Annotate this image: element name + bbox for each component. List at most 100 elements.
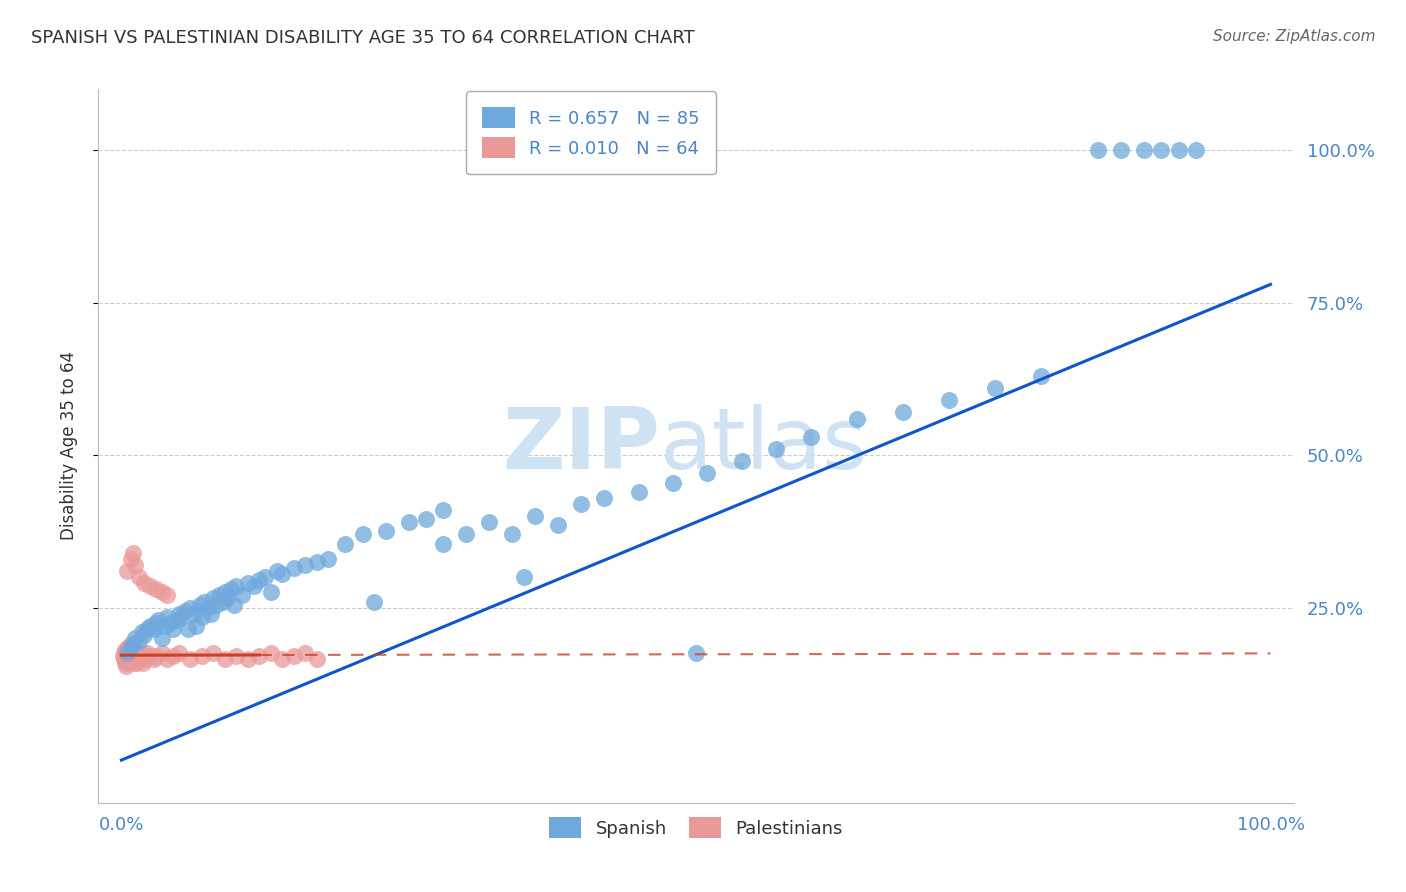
Point xyxy=(1087,143,1109,157)
Point xyxy=(217,591,239,606)
Point xyxy=(120,640,142,655)
Point xyxy=(139,649,162,664)
Point xyxy=(305,555,328,569)
Point xyxy=(177,622,200,636)
Point xyxy=(120,637,142,651)
Point xyxy=(128,646,150,660)
Point xyxy=(984,381,1007,395)
Point xyxy=(283,649,305,664)
Point xyxy=(191,649,214,664)
Point xyxy=(478,515,501,529)
Point xyxy=(142,622,165,636)
Point xyxy=(166,613,188,627)
Point xyxy=(188,598,211,612)
Point xyxy=(115,658,138,673)
Point xyxy=(183,607,205,621)
Point xyxy=(685,646,707,660)
Point xyxy=(150,646,173,660)
Point xyxy=(150,631,173,645)
Point xyxy=(128,570,150,584)
Point xyxy=(162,649,184,664)
Point xyxy=(173,604,195,618)
Point xyxy=(159,615,181,630)
Point xyxy=(271,567,294,582)
Point xyxy=(662,475,685,490)
Point xyxy=(145,649,167,664)
Point xyxy=(162,622,184,636)
Point xyxy=(145,582,167,597)
Point xyxy=(627,484,650,499)
Point xyxy=(135,622,157,636)
Point xyxy=(115,652,138,666)
Point xyxy=(112,646,135,660)
Point xyxy=(254,570,277,584)
Point xyxy=(231,589,253,603)
Point xyxy=(122,637,145,651)
Point xyxy=(335,536,357,550)
Point xyxy=(124,652,146,666)
Point xyxy=(236,576,259,591)
Text: SPANISH VS PALESTINIAN DISABILITY AGE 35 TO 64 CORRELATION CHART: SPANISH VS PALESTINIAN DISABILITY AGE 35… xyxy=(31,29,695,46)
Point xyxy=(208,589,231,603)
Point xyxy=(800,430,823,444)
Point xyxy=(122,643,145,657)
Point xyxy=(222,598,245,612)
Point xyxy=(260,646,283,660)
Point xyxy=(121,652,143,666)
Point xyxy=(266,564,288,578)
Point xyxy=(432,536,454,550)
Point xyxy=(593,491,616,505)
Point xyxy=(1150,143,1173,157)
Point xyxy=(115,646,138,660)
Legend: Spanish, Palestinians: Spanish, Palestinians xyxy=(541,810,851,845)
Point xyxy=(247,649,270,664)
Point xyxy=(139,619,162,633)
Point xyxy=(202,646,225,660)
Point xyxy=(122,649,145,664)
Point xyxy=(415,512,437,526)
Point xyxy=(191,609,214,624)
Text: atlas: atlas xyxy=(661,404,868,488)
Point xyxy=(569,497,592,511)
Point xyxy=(120,649,142,664)
Point xyxy=(179,652,201,666)
Point xyxy=(114,656,136,670)
Point xyxy=(115,643,138,657)
Point xyxy=(170,609,193,624)
Point xyxy=(1167,143,1189,157)
Point xyxy=(891,405,914,419)
Point xyxy=(117,649,139,664)
Point xyxy=(294,558,316,572)
Point xyxy=(148,613,170,627)
Point xyxy=(127,656,149,670)
Point xyxy=(135,652,157,666)
Point xyxy=(283,561,305,575)
Point xyxy=(156,652,179,666)
Point xyxy=(124,643,146,657)
Point xyxy=(247,573,270,587)
Point xyxy=(845,411,868,425)
Point xyxy=(225,579,247,593)
Point xyxy=(124,558,146,572)
Point xyxy=(1109,143,1132,157)
Point xyxy=(145,615,167,630)
Point xyxy=(179,600,201,615)
Point xyxy=(134,628,156,642)
Point xyxy=(501,527,523,541)
Point xyxy=(131,646,153,660)
Point xyxy=(115,646,138,660)
Point xyxy=(135,646,157,660)
Point xyxy=(139,579,162,593)
Point xyxy=(167,646,190,660)
Point xyxy=(193,594,215,608)
Point xyxy=(202,591,225,606)
Point xyxy=(122,546,145,560)
Point xyxy=(225,649,247,664)
Point xyxy=(214,585,236,599)
Point xyxy=(129,649,152,664)
Point xyxy=(111,649,134,664)
Point xyxy=(153,619,176,633)
Point xyxy=(112,652,135,666)
Point xyxy=(156,609,179,624)
Point xyxy=(305,652,328,666)
